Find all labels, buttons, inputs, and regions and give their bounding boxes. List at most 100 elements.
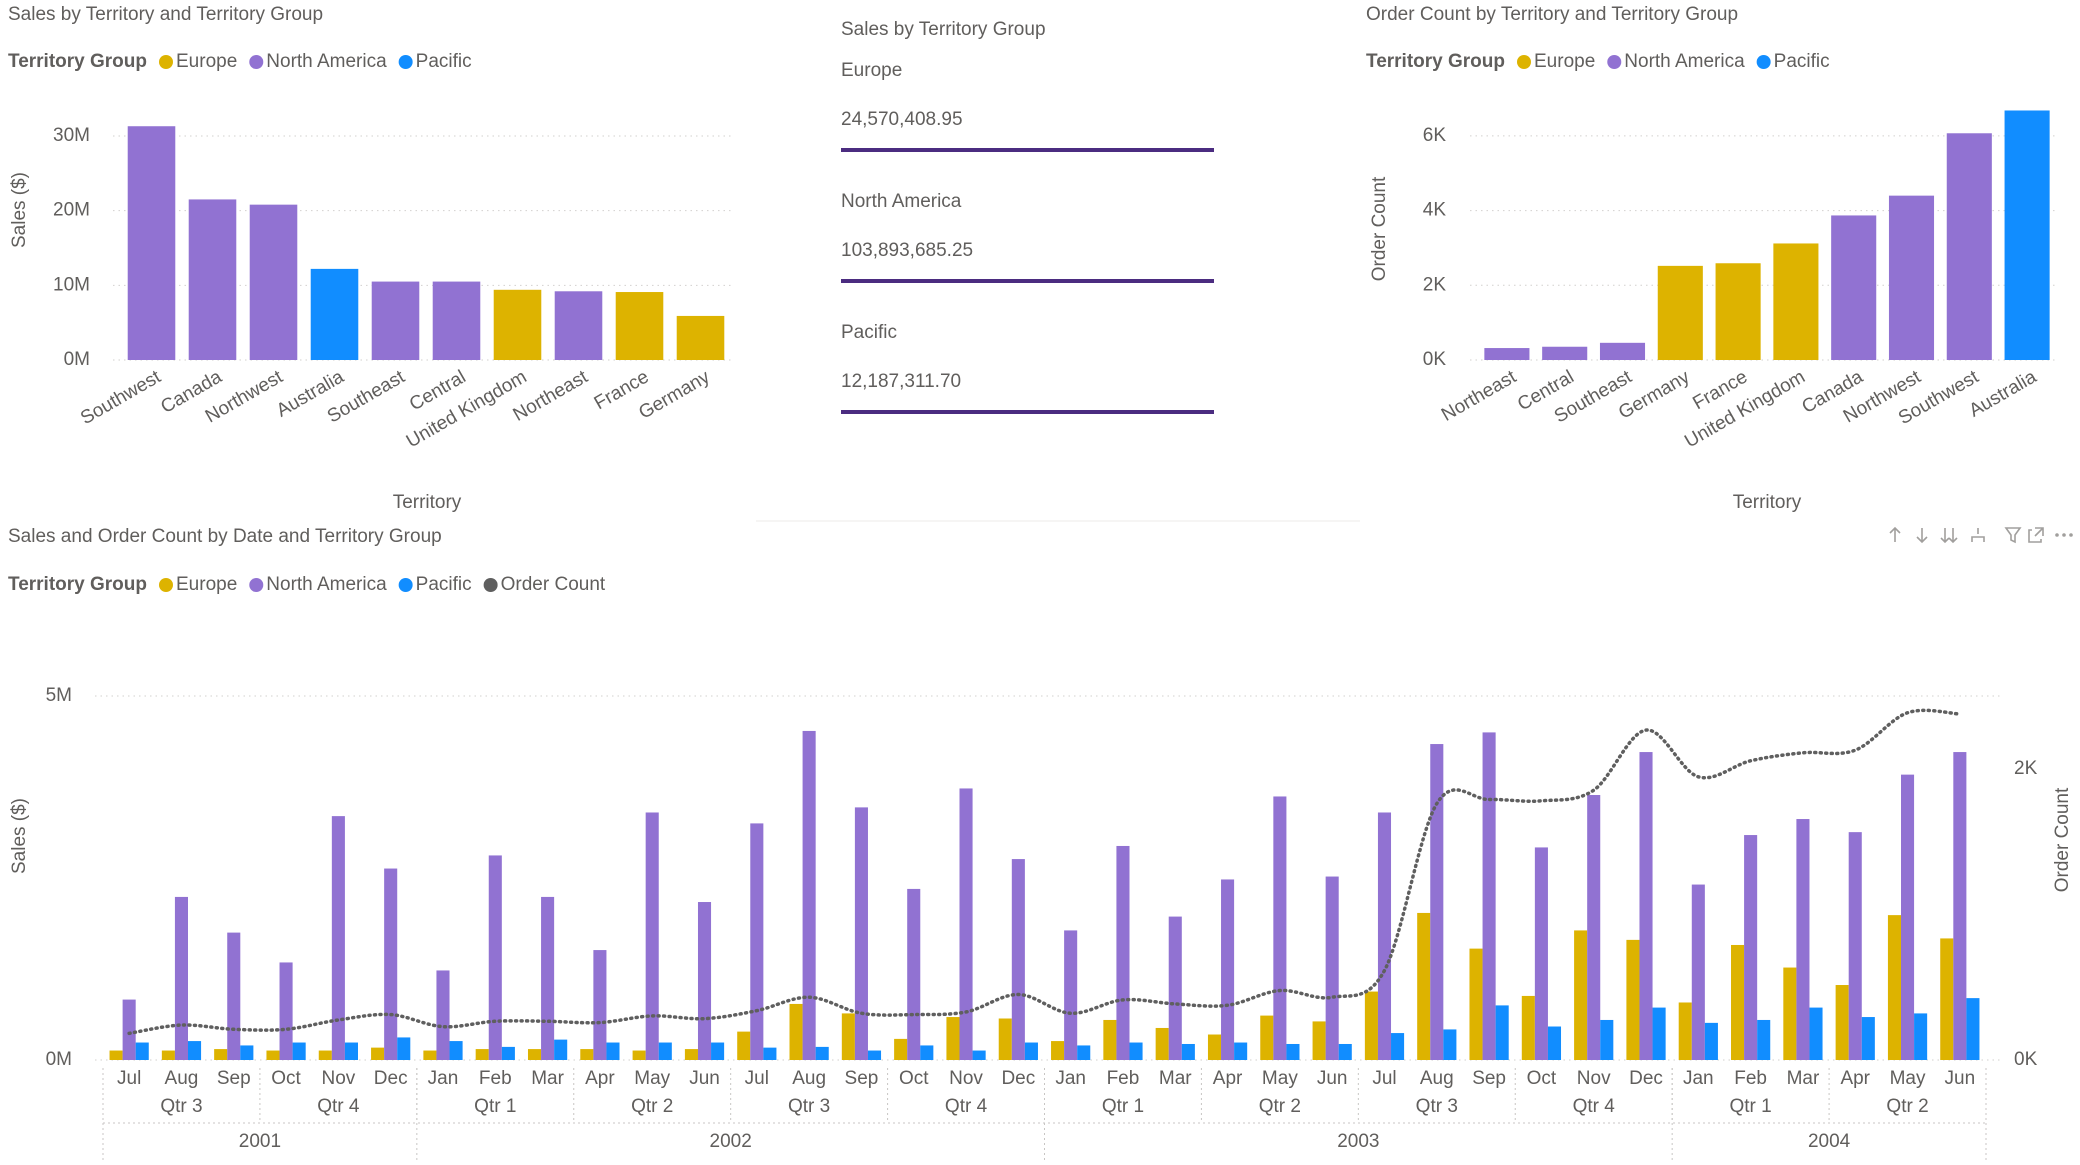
bar	[645, 812, 659, 1060]
bar	[1901, 774, 1915, 1060]
y2-axis-title: Order Count	[2052, 787, 2073, 892]
bar	[240, 1045, 254, 1060]
line-series	[127, 708, 1962, 1036]
x-axis-title: Territory	[393, 492, 462, 513]
bar	[423, 1050, 437, 1060]
bar	[135, 1042, 149, 1060]
year-label: 2001	[239, 1131, 281, 1152]
legend-label: Pacific	[1774, 51, 1830, 72]
y-tick-label: 30M	[53, 125, 90, 146]
bar	[711, 1042, 725, 1060]
year-label: 2003	[1337, 1131, 1379, 1152]
x-tick-label: Germany	[635, 366, 714, 424]
x-tick-label: Jun	[1317, 1068, 1348, 1089]
x-tick-label: Northeast	[1438, 366, 1520, 426]
bar	[1103, 1019, 1117, 1060]
bar	[1809, 1007, 1823, 1060]
bar	[1129, 1042, 1143, 1060]
bar	[527, 1049, 542, 1060]
hierarchy-icon[interactable]	[1971, 528, 1985, 542]
bar	[1430, 744, 1444, 1060]
bar	[318, 1050, 332, 1060]
bar	[972, 1050, 986, 1060]
x-tick-label: Dec	[1629, 1068, 1663, 1089]
card-value: 24,570,408.95	[841, 109, 963, 130]
bar	[1773, 243, 1819, 360]
bar	[174, 896, 188, 1060]
x-tick-label: Dec	[1001, 1068, 1035, 1089]
bar	[854, 807, 868, 1060]
bar	[697, 902, 712, 1060]
bar	[615, 292, 664, 360]
bar	[1051, 1041, 1065, 1060]
bar	[188, 199, 237, 360]
bar	[763, 1047, 777, 1060]
x-tick-label: Sep	[1472, 1068, 1506, 1089]
more-options-icon[interactable]	[2055, 533, 2073, 537]
drill-down-icon[interactable]	[1916, 528, 1928, 544]
bar	[1796, 819, 1810, 1060]
quarter-label: Qtr 4	[317, 1096, 360, 1117]
bar	[1542, 346, 1588, 360]
bar	[1011, 859, 1025, 1060]
bar	[161, 1050, 175, 1060]
bar	[1835, 985, 1849, 1060]
x-tick-label: Aug	[792, 1068, 826, 1089]
x-tick-label: Southwest	[77, 366, 165, 429]
bar	[1600, 1019, 1614, 1060]
bar	[1547, 1026, 1562, 1060]
visual-toolbar[interactable]	[1889, 526, 2073, 544]
bar	[1273, 796, 1287, 1060]
x-tick-label: Apr	[585, 1068, 615, 1089]
bar	[867, 1050, 882, 1060]
x-tick-label: Nov	[949, 1068, 983, 1089]
bar	[371, 1047, 385, 1060]
focus-mode-icon[interactable]	[2028, 527, 2044, 543]
y-tick-label: 2K	[1423, 274, 1447, 295]
x-tick-label: Aug	[1420, 1068, 1454, 1089]
bar	[397, 1037, 411, 1060]
bar	[632, 1050, 646, 1060]
bar	[449, 1041, 463, 1060]
legend-label: North America	[1624, 51, 1745, 72]
bar	[684, 1049, 698, 1060]
quarter-label: Qtr 4	[1573, 1096, 1616, 1117]
card-label: North America	[841, 191, 962, 212]
bar	[841, 1013, 855, 1060]
legend-title: Territory Group	[8, 574, 147, 595]
x-axis-title: Territory	[1733, 492, 1802, 513]
bar	[1953, 752, 1967, 1060]
bar	[1364, 991, 1378, 1060]
year-label: 2002	[710, 1131, 752, 1152]
bar	[894, 1038, 908, 1060]
filter-icon[interactable]	[2004, 527, 2022, 544]
bar	[1888, 195, 1935, 360]
chart-title: Sales and Order Count by Date and Territ…	[8, 526, 442, 547]
quarter-label: Qtr 2	[1259, 1096, 1301, 1117]
legend-marker	[1517, 55, 1531, 69]
y-tick-label: 10M	[53, 274, 90, 295]
bar	[214, 1049, 228, 1060]
bar	[1887, 915, 1902, 1060]
quarter-label: Qtr 2	[1886, 1096, 1928, 1117]
bar	[1940, 938, 1954, 1060]
quarter-label: Qtr 2	[631, 1096, 673, 1117]
expand-all-icon[interactable]	[1940, 528, 1958, 544]
bar	[310, 268, 359, 360]
drill-up-icon[interactable]	[1889, 526, 1901, 542]
bar	[1652, 1007, 1666, 1060]
quarter-label: Qtr 3	[788, 1096, 830, 1117]
bar	[187, 1041, 202, 1060]
bar	[802, 730, 816, 1060]
bar	[432, 281, 481, 360]
legend-label: North America	[266, 574, 387, 595]
x-tick-label: May	[1262, 1068, 1298, 1089]
bar	[541, 896, 555, 1060]
year-label: 2004	[1808, 1131, 1851, 1152]
legend-label: Europe	[176, 51, 237, 72]
bar	[279, 962, 293, 1060]
bar	[1417, 912, 1431, 1060]
bar	[606, 1042, 620, 1060]
bar	[1831, 215, 1877, 360]
legend-marker	[249, 55, 264, 69]
